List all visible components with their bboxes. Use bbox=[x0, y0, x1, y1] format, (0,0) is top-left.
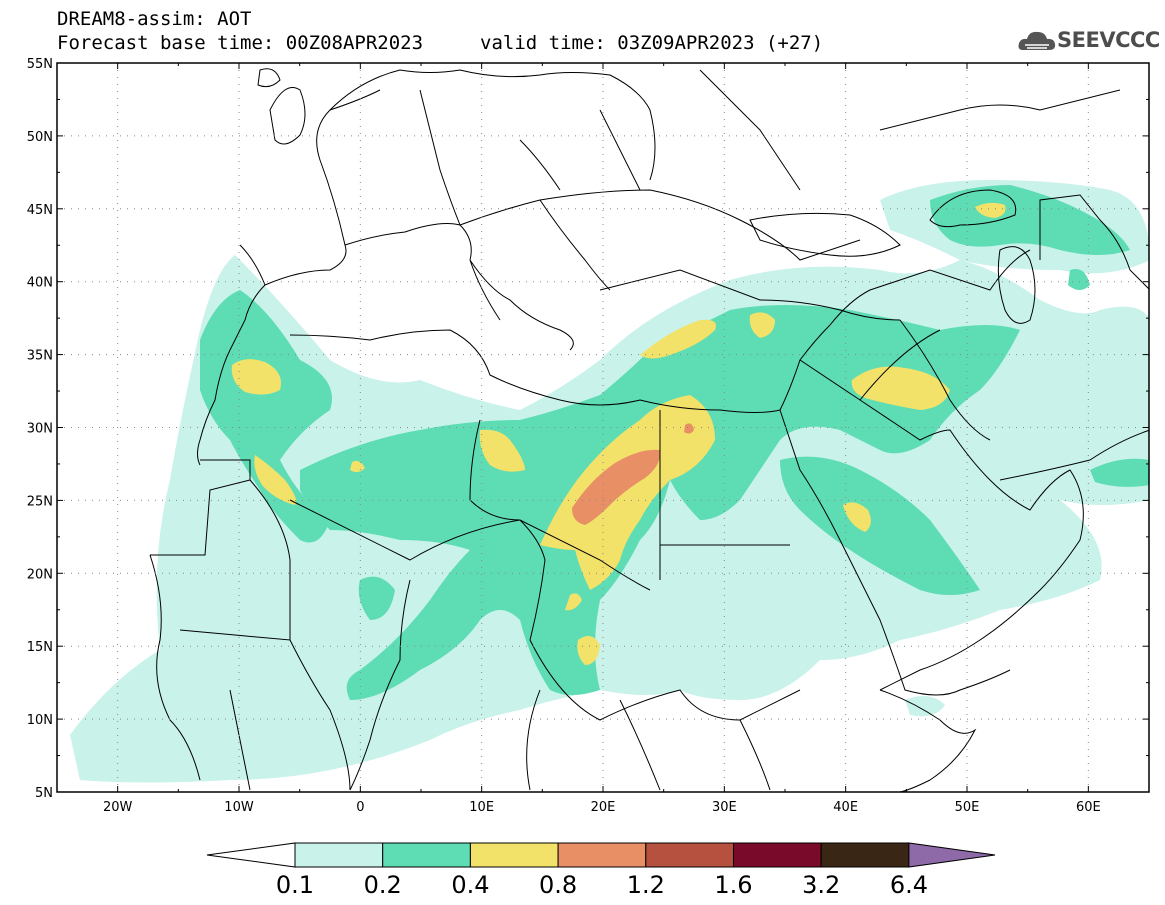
lon-label: 0 bbox=[356, 800, 364, 815]
colorbar-label: 1.6 bbox=[714, 871, 752, 899]
lat-label: 15N bbox=[27, 640, 53, 655]
logo-text: SEEVCCC bbox=[1057, 28, 1160, 52]
latitude-axis: 55N 50N 45N 40N 35N 30N 25N 20N 15N 10N 5N bbox=[27, 57, 1149, 801]
valid-time: valid time: 03Z09APR2023 (+27) bbox=[480, 32, 824, 54]
gridlines bbox=[57, 63, 1149, 792]
colorbar-swatch bbox=[294, 842, 384, 868]
lat-label: 10N bbox=[27, 713, 53, 728]
lon-label: 20E bbox=[591, 800, 616, 815]
colorbar-label: 0.4 bbox=[451, 871, 489, 899]
colorbar-swatch bbox=[645, 842, 734, 868]
lat-label: 50N bbox=[27, 130, 53, 145]
colorbar-over-arrow bbox=[908, 842, 996, 868]
colorbar-label: 6.4 bbox=[890, 871, 928, 899]
lon-label: 60E bbox=[1076, 800, 1101, 815]
colorbar-label: 1.2 bbox=[627, 871, 665, 899]
lat-label: 45N bbox=[27, 203, 53, 218]
lat-label: 30N bbox=[27, 422, 53, 437]
seevccc-logo: SEEVCCC bbox=[1017, 26, 1160, 56]
aot-level-3 bbox=[231, 202, 1006, 665]
colorbar-label: 0.1 bbox=[276, 871, 314, 899]
lat-label: 5N bbox=[35, 786, 53, 801]
lat-label: 20N bbox=[27, 567, 53, 582]
map-title: DREAM8-assim: AOT bbox=[57, 8, 252, 30]
lon-label: 30E bbox=[712, 800, 737, 815]
lon-label: 50E bbox=[955, 800, 980, 815]
lat-label: 40N bbox=[27, 276, 53, 291]
colorbar-under-arrow bbox=[206, 842, 296, 868]
aot-level-4 bbox=[572, 423, 694, 525]
lon-label: 10E bbox=[469, 800, 494, 815]
colorbar-swatch bbox=[733, 842, 822, 868]
colorbar: 0.1 0.2 0.4 0.8 1.2 1.6 3.2 6.4 bbox=[206, 842, 996, 899]
lat-label: 35N bbox=[27, 349, 53, 364]
colorbar-swatch bbox=[557, 842, 647, 868]
lon-label: 20W bbox=[103, 800, 133, 815]
lat-label: 55N bbox=[27, 57, 53, 72]
lat-label: 25N bbox=[27, 494, 53, 509]
lon-label: 40E bbox=[833, 800, 858, 815]
cloud-icon bbox=[1018, 31, 1056, 50]
colorbar-label: 3.2 bbox=[802, 871, 840, 899]
longitude-axis: 20W 10W 0 10E 20E 30E 40E 50E 60E bbox=[103, 63, 1101, 815]
colorbar-swatch bbox=[469, 842, 559, 868]
colorbar-swatch bbox=[382, 842, 471, 868]
base-time: Forecast base time: 00Z08APR2023 bbox=[57, 32, 424, 54]
colorbar-swatch bbox=[820, 842, 910, 868]
colorbar-label: 0.8 bbox=[539, 871, 577, 899]
aot-field bbox=[70, 180, 1149, 783]
colorbar-label: 0.2 bbox=[364, 871, 402, 899]
lon-label: 10W bbox=[224, 800, 254, 815]
country-borders bbox=[149, 68, 1149, 792]
forecast-times: Forecast base time: 00Z08APR2023 valid ti… bbox=[57, 32, 823, 54]
